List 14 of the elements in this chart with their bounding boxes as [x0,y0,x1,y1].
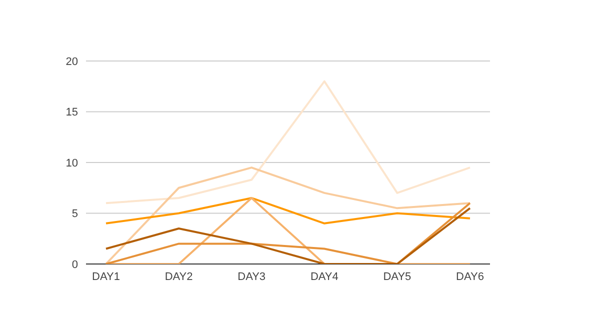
x-tick-label: DAY1 [92,270,120,283]
x-tick-label: DAY6 [456,270,484,283]
y-tick-label: 10 [66,157,78,170]
y-tick-label: 0 [72,258,78,271]
x-tick-label: DAY3 [238,270,266,283]
y-tick-label: 15 [66,106,78,119]
line-series [105,197,471,224]
line-series [105,166,471,264]
x-tick-label: DAY5 [383,270,412,283]
y-tick-label: 5 [72,208,78,220]
line-series [105,80,471,204]
x-tick-label: DAY4 [310,270,338,283]
y-tick-label: 20 [66,56,78,68]
x-tick-label: DAY2 [164,270,193,283]
